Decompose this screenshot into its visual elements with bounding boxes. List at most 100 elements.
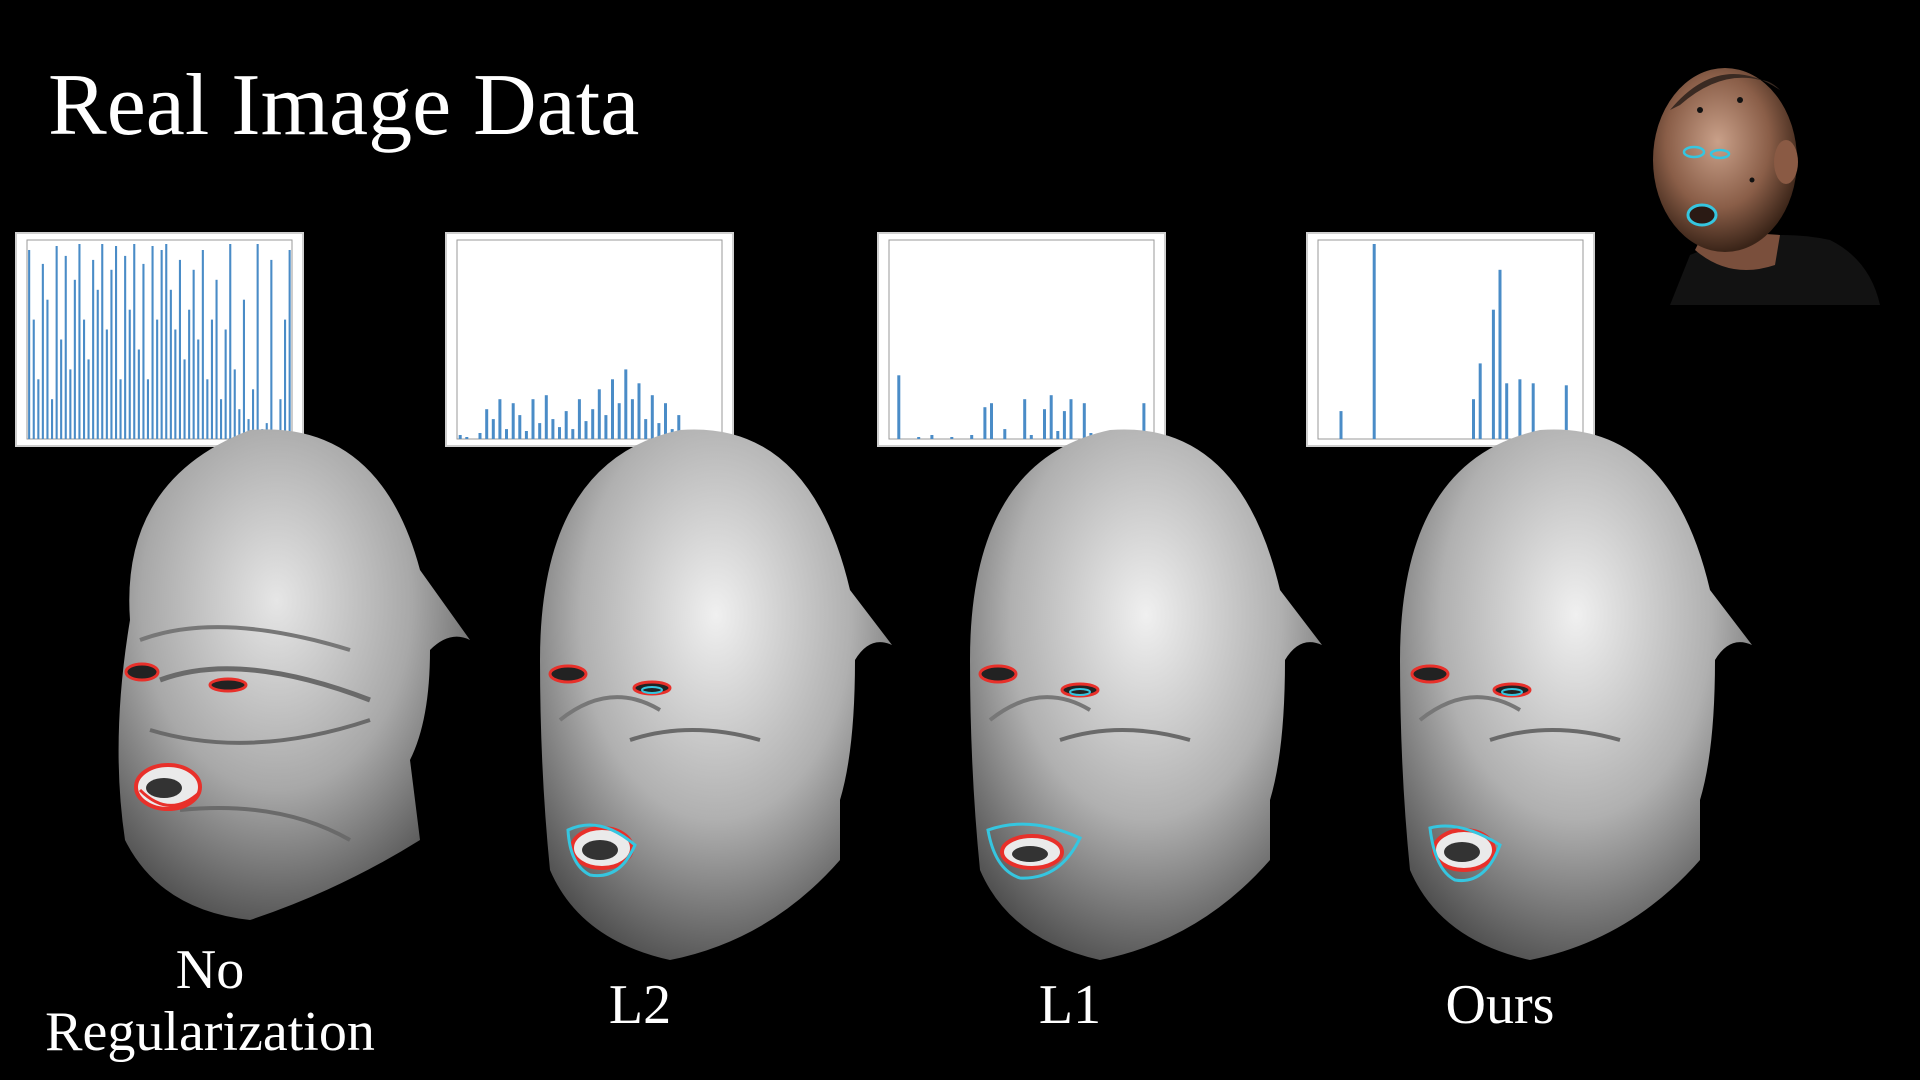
histogram-bar <box>183 359 186 439</box>
histogram-bar <box>1043 409 1046 439</box>
histogram-bar <box>897 375 901 439</box>
histogram-bar <box>101 244 104 439</box>
face-mesh-render <box>970 420 1330 965</box>
histogram-bar <box>584 421 588 439</box>
histogram-bar <box>564 411 568 439</box>
histogram-bar <box>288 250 291 439</box>
histogram-bar <box>73 279 76 439</box>
histogram-bar <box>518 415 522 439</box>
histogram-bar <box>511 403 515 439</box>
histogram-bar <box>78 244 81 439</box>
histogram-bar <box>1518 379 1522 439</box>
histogram-bar <box>115 246 118 439</box>
histogram-bar <box>664 403 667 439</box>
slide-title: Real Image Data <box>48 57 640 154</box>
histogram-bar <box>137 349 140 439</box>
histogram-bar <box>544 395 548 439</box>
histogram-bar <box>206 379 209 439</box>
panel-caption: L1 <box>1038 974 1102 1036</box>
histogram-bar <box>165 244 168 439</box>
histogram-bar <box>458 435 462 439</box>
coefficient-histogram <box>445 232 734 447</box>
histogram-bar <box>256 244 259 439</box>
histogram-frame <box>456 239 723 440</box>
histogram-bar <box>233 369 236 439</box>
histogram-bar <box>110 269 113 439</box>
histogram-bar <box>970 435 974 439</box>
histogram-bar <box>524 431 528 439</box>
histogram-bar <box>1142 403 1146 439</box>
histogram-bar <box>142 263 145 439</box>
histogram-bar <box>1491 309 1495 439</box>
histogram-bar <box>64 255 67 439</box>
histogram-bar <box>571 429 575 440</box>
panel-ours: Ours <box>1290 0 1752 1080</box>
histogram-bar <box>1505 383 1509 439</box>
panel-caption: Ours <box>1445 974 1555 1036</box>
histogram-bar <box>491 419 495 439</box>
actor-thumbnail <box>1610 50 1880 305</box>
histogram-bar <box>210 319 213 439</box>
histogram-bar <box>41 263 44 439</box>
histogram-bar <box>247 419 250 439</box>
histogram-bar <box>1003 429 1007 440</box>
histogram-bar <box>597 389 601 440</box>
histogram-bar <box>611 379 614 439</box>
histogram-bar <box>151 246 154 439</box>
histogram-bar <box>188 309 191 439</box>
histogram-bar <box>124 255 127 439</box>
histogram-bar <box>1498 269 1502 439</box>
panel-caption: L2 <box>608 974 672 1036</box>
histogram-bar <box>174 329 177 439</box>
panel-l1: L1 <box>860 0 1322 1080</box>
histogram-bar <box>252 389 255 440</box>
face-mesh-render <box>1400 420 1760 965</box>
histogram-bar <box>917 437 921 439</box>
caption-line-2: Regularization <box>45 1000 375 1063</box>
histogram-bar <box>178 259 181 439</box>
histogram-bar <box>69 369 72 439</box>
histogram-bar <box>624 369 628 439</box>
histogram-bar <box>505 429 508 440</box>
histogram-frame <box>888 239 1155 440</box>
histogram-bar <box>119 379 122 439</box>
histogram-bar <box>83 319 86 439</box>
histogram-bar <box>1339 411 1343 439</box>
histogram-bar <box>46 299 49 439</box>
histogram-bar <box>229 244 232 439</box>
histogram-bar <box>498 399 502 439</box>
coefficient-histogram <box>15 232 304 447</box>
histogram-bar <box>128 309 131 439</box>
panel-caption: No Regularization <box>30 939 390 1063</box>
histogram-bar <box>478 433 482 439</box>
histogram-bar <box>650 395 654 439</box>
panel-no-regularization: No Regularization <box>0 0 471 1080</box>
histogram-bar <box>87 359 90 439</box>
histogram-bar <box>1472 399 1475 439</box>
panel-l2: L2 <box>430 0 892 1080</box>
histogram-bar <box>156 319 159 439</box>
histogram-bar <box>279 399 282 439</box>
histogram-bar <box>238 409 241 439</box>
histogram-bar <box>1062 411 1066 439</box>
histogram-bar <box>630 399 634 439</box>
histogram-bar <box>60 339 63 439</box>
histogram-bar <box>201 250 204 439</box>
histogram-bar <box>1478 363 1482 439</box>
histogram-bar <box>577 399 581 439</box>
histogram-bar <box>197 339 200 439</box>
histogram-bar <box>538 423 542 439</box>
histogram-bar <box>604 415 608 439</box>
histogram-bar <box>657 423 661 439</box>
histogram-bar <box>242 299 245 439</box>
histogram-bar <box>558 427 561 439</box>
histogram-bar <box>96 289 99 440</box>
histogram-bar <box>220 399 223 439</box>
histogram-bar <box>485 409 489 439</box>
face-mesh-render <box>100 420 480 945</box>
histogram-bar <box>1069 399 1073 439</box>
histogram-bar <box>32 319 35 439</box>
histogram-bar <box>92 259 95 439</box>
histogram-bar <box>551 419 555 439</box>
